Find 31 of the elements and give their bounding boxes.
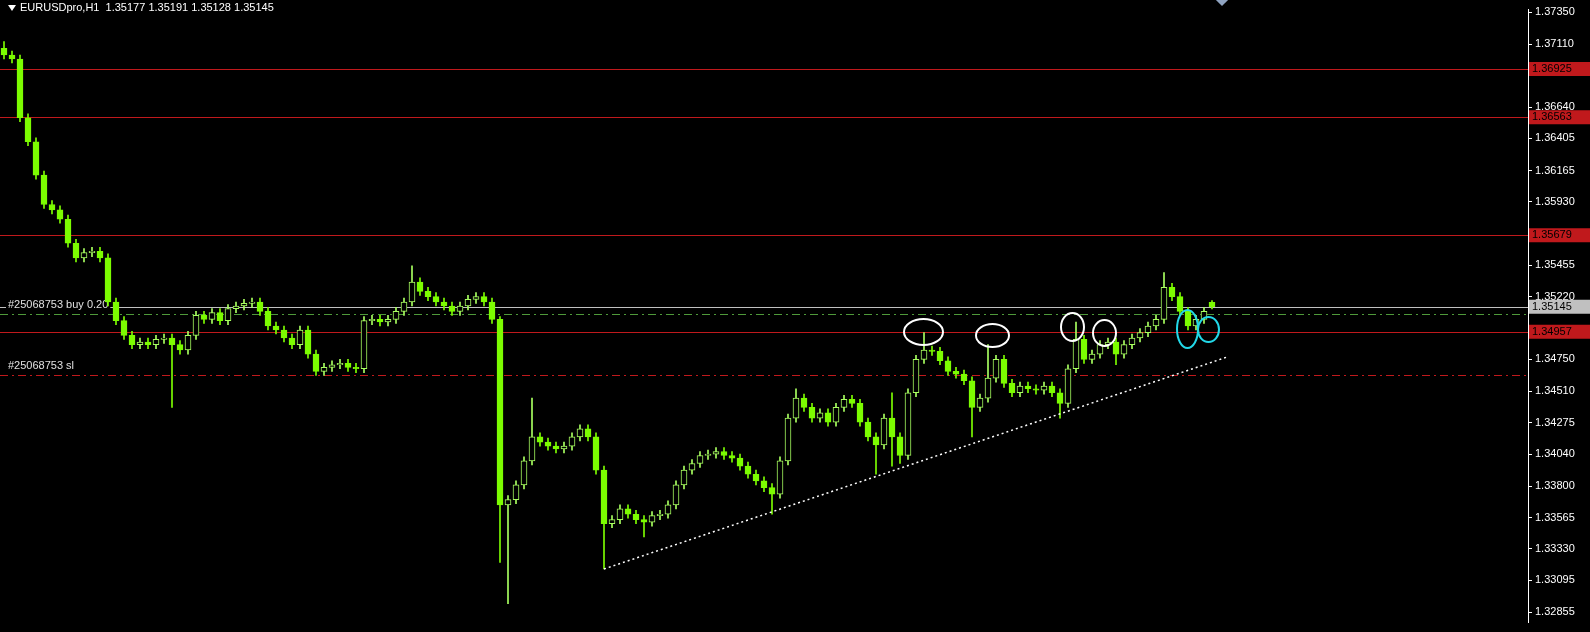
y-tick-label: 1.33800 [1535,479,1575,492]
y-tick-label: 1.35455 [1535,258,1575,271]
ref-line-label: 1.36563 [1532,110,1572,123]
y-tick-label: 1.33095 [1535,573,1575,586]
y-tick-label: 1.37350 [1535,5,1575,18]
ref-line-label: 1.35679 [1532,228,1572,241]
y-tick-label: 1.35220 [1535,289,1575,302]
ref-line-label: #25068753 sl [8,359,75,372]
candlestick [248,297,256,308]
y-tick-label: 1.33330 [1535,542,1575,554]
y-tick-label: 1.33565 [1535,510,1575,523]
y-tick-label: 1.32855 [1535,605,1575,618]
candlestick [160,333,168,344]
ref-line-label: 1.36925 [1532,62,1572,75]
y-tick-label: 1.34275 [1535,415,1575,428]
candlestick [768,483,776,515]
ref-line-label: 1.34957 [1532,324,1572,337]
y-tick-label: 1.37110 [1535,37,1574,50]
y-tick-label: 1.34510 [1535,384,1575,397]
ref-line-label: 1.35145 [1532,299,1572,312]
y-tick-label: 1.36640 [1535,100,1575,113]
y-tick-label: 1.35930 [1535,194,1575,207]
y-tick-label: 1.36405 [1535,131,1575,144]
y-tick-label: 1.34040 [1535,447,1575,460]
candlestick [928,345,936,356]
y-tick-label: 1.34750 [1535,352,1575,365]
candlestick [1032,384,1040,395]
chart-title: EURUSDpro,H1 1.35177 1.35191 1.35128 1.35145 [20,1,274,13]
candlestick [640,515,648,538]
y-tick-label: 1.36165 [1535,163,1575,176]
candlestick [872,432,880,475]
